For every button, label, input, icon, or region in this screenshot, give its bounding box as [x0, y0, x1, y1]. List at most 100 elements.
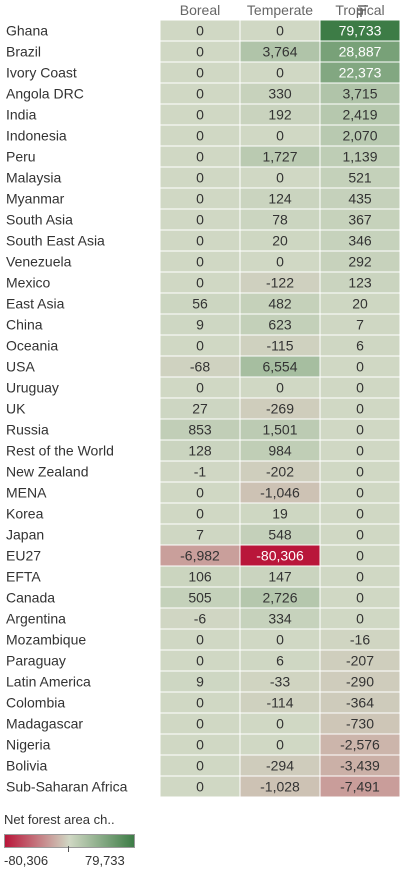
cell-value-label: 0 [196, 275, 204, 291]
column-header-boreal: Boreal [180, 2, 220, 18]
cell-value-label: 346 [348, 233, 372, 249]
cell-value-label: 505 [188, 590, 212, 606]
cell-value-label: 27 [192, 401, 208, 417]
cell-value-label: 0 [196, 254, 204, 270]
cell-value-label: 56 [192, 296, 208, 312]
cell-value-label: 0 [276, 737, 284, 753]
cell-value-label: 2,726 [262, 590, 297, 606]
cell-value-label: 0 [196, 149, 204, 165]
cell-value-label: 367 [348, 212, 372, 228]
legend-min-label: -80,306 [4, 853, 49, 868]
cell-value-label: 0 [356, 443, 364, 459]
legend-max-label: 79,733 [85, 853, 125, 868]
cell-value-label: 0 [356, 464, 364, 480]
cell-value-label: 1,139 [342, 149, 377, 165]
cell-value-label: 2,419 [342, 107, 377, 123]
row-label: Madagascar [6, 716, 83, 732]
row-label: Russia [6, 422, 49, 438]
cell-value-label: 482 [268, 296, 292, 312]
cell-value-label: 330 [268, 86, 292, 102]
cell-value-label: 0 [196, 758, 204, 774]
cell-value-label: 28,887 [339, 44, 382, 60]
row-label: Sub-Saharan Africa [6, 779, 128, 795]
row-label: Mexico [6, 275, 51, 291]
cell-value-label: -294 [266, 758, 294, 774]
cell-value-label: 435 [348, 191, 372, 207]
cell-value-label: 0 [196, 170, 204, 186]
cell-value-label: -6 [194, 611, 207, 627]
row-label: Myanmar [6, 191, 65, 207]
cell-value-label: 0 [196, 716, 204, 732]
row-label: Ivory Coast [6, 65, 77, 81]
cell-value-label: 0 [356, 485, 364, 501]
row-label: Venezuela [6, 254, 72, 270]
row-label: Rest of the World [6, 443, 114, 459]
row-label: Angola DRC [6, 86, 84, 102]
row-label: South Asia [6, 212, 73, 228]
row-label: Peru [6, 149, 36, 165]
cell-value-label: 6 [356, 338, 364, 354]
cell-value-label: 0 [356, 590, 364, 606]
row-label: Nigeria [6, 737, 51, 753]
row-label: UK [6, 401, 26, 417]
row-label: EU27 [6, 548, 41, 564]
cell-value-label: 20 [272, 233, 288, 249]
cell-value-label: 0 [196, 380, 204, 396]
cell-value-label: 292 [348, 254, 372, 270]
heatmap-cell[interactable] [319, 775, 401, 798]
row-label: Japan [6, 527, 44, 543]
cell-value-label: 334 [268, 611, 292, 627]
cell-value-label: 0 [356, 506, 364, 522]
cell-value-label: 0 [196, 737, 204, 753]
cell-value-label: 7 [356, 317, 364, 333]
row-label: Colombia [6, 695, 65, 711]
cell-value-label: 0 [196, 338, 204, 354]
cell-value-label: 548 [268, 527, 292, 543]
cell-value-label: 0 [356, 380, 364, 396]
cell-value-label: 79,733 [339, 23, 382, 39]
cell-value-label: 0 [196, 779, 204, 795]
cell-value-label: -2,576 [340, 737, 380, 753]
cell-value-label: 123 [348, 275, 372, 291]
cell-value-label: -68 [190, 359, 210, 375]
cell-value-label: 0 [196, 695, 204, 711]
row-label: Canada [6, 590, 55, 606]
cell-value-label: 2,070 [342, 128, 377, 144]
cell-value-label: 0 [276, 128, 284, 144]
cell-value-label: 0 [276, 170, 284, 186]
row-label: Oceania [6, 338, 58, 354]
cell-value-label: 0 [196, 107, 204, 123]
legend-zero-tick [68, 846, 69, 852]
legend-color-ramp [4, 834, 135, 848]
heatmap-chart: BorealTemperateTropical 0079,73303,76428… [6, 2, 401, 798]
cell-value-label: -364 [346, 695, 374, 711]
cell-value-label: -730 [346, 716, 374, 732]
cell-value-label: 128 [188, 443, 212, 459]
cell-value-label: 0 [356, 401, 364, 417]
cell-value-label: 6,554 [262, 359, 297, 375]
cell-value-label: 0 [276, 254, 284, 270]
cell-value-label: -122 [266, 275, 294, 291]
cell-value-label: -202 [266, 464, 294, 480]
cell-value-label: 0 [356, 611, 364, 627]
cell-value-label: -290 [346, 674, 374, 690]
row-label: Mozambique [6, 632, 86, 648]
cell-value-label: 0 [356, 548, 364, 564]
sort-descending-icon[interactable] [354, 3, 370, 17]
row-label: Uruguay [6, 380, 59, 396]
cell-value-label: -207 [346, 653, 374, 669]
cell-value-label: -33 [270, 674, 290, 690]
cell-value-label: 0 [276, 632, 284, 648]
cell-value-label: 78 [272, 212, 288, 228]
cell-value-label: 192 [268, 107, 292, 123]
cell-value-label: 20 [352, 296, 368, 312]
row-label: MENA [6, 485, 47, 501]
cell-value-label: 0 [276, 380, 284, 396]
cell-value-label: 0 [196, 233, 204, 249]
row-label: New Zealand [6, 464, 89, 480]
cell-value-label: 0 [196, 65, 204, 81]
row-label: Ghana [6, 23, 48, 39]
cell-value-label: 0 [276, 65, 284, 81]
row-label: USA [6, 359, 35, 375]
cell-value-label: 19 [272, 506, 288, 522]
